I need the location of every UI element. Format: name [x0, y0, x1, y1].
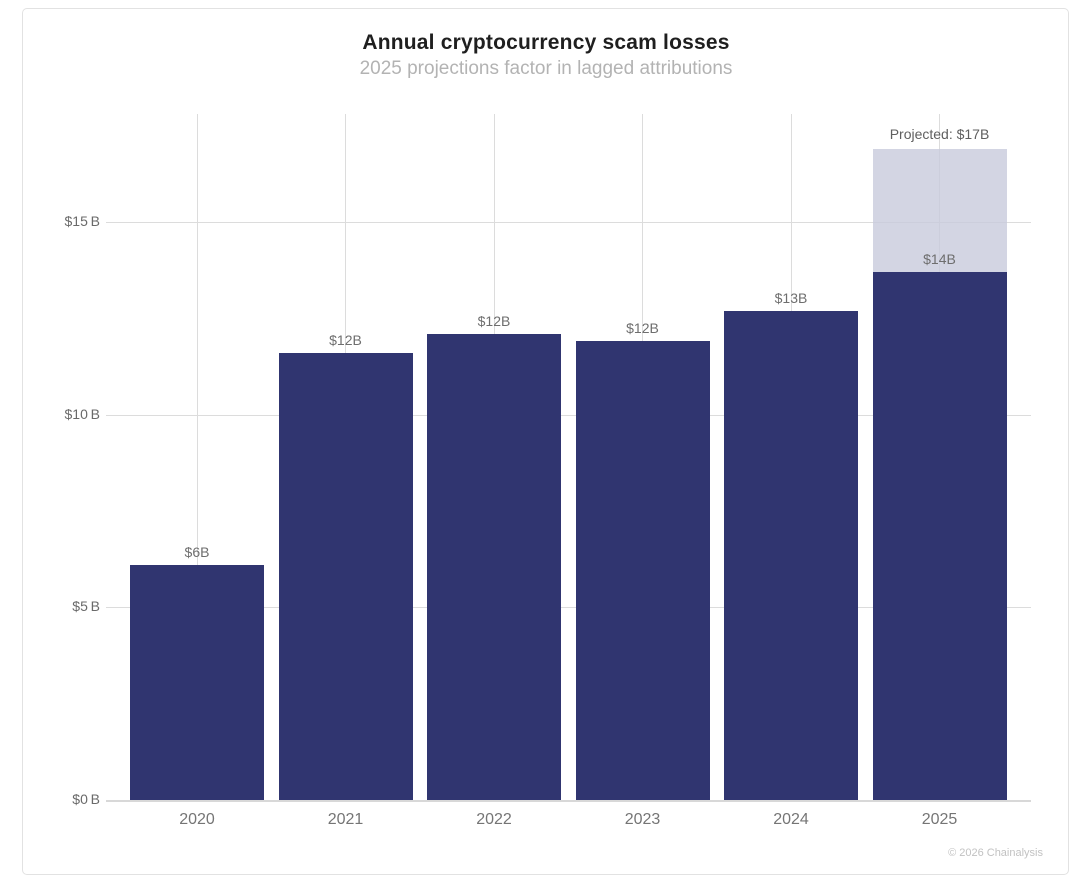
- vertical-gridline: [196, 114, 198, 800]
- bar-value-label: $12B: [477, 312, 511, 329]
- bar-2023: [575, 341, 710, 800]
- y-tick-label: $0 B: [72, 791, 100, 807]
- chart-subtitle: 2025 projections factor in lagged attrib…: [359, 58, 733, 79]
- x-axis-baseline: [106, 800, 1031, 802]
- bar-2021: [278, 352, 413, 800]
- bar-2025: [872, 272, 1007, 800]
- bar-2020: [130, 564, 264, 800]
- x-tick-label: 2021: [327, 811, 364, 828]
- y-gridline: [106, 414, 1031, 416]
- y-tick-label: $5 B: [72, 598, 100, 615]
- bar-2025-projected: [872, 148, 1007, 273]
- projected-annotation: Projected: $17B: [889, 125, 990, 142]
- plot-area: $6B $12B $12B $12B $13B Projected: $17B $14B: [106, 114, 1031, 802]
- bar-2024: [724, 310, 858, 800]
- x-tick-label: 2022: [476, 811, 512, 828]
- bar-value-label: $12B: [329, 331, 362, 348]
- bar-value-label: $6B: [184, 543, 210, 560]
- bar-value-label: $13B: [774, 289, 808, 306]
- x-tick-label: 2025: [921, 811, 958, 828]
- y-gridline: [106, 607, 1031, 609]
- bar-2022: [427, 333, 561, 800]
- x-tick-label: 2023: [624, 811, 661, 828]
- x-tick-label: 2024: [773, 811, 809, 828]
- bar-value-label: $14B: [923, 251, 956, 268]
- x-tick-label: 2020: [179, 811, 215, 828]
- bar-value-label: $12B: [626, 320, 659, 337]
- chart-title: Annual cryptocurrency scam losses: [362, 31, 730, 54]
- y-gridline: [106, 221, 1031, 223]
- y-tick-label: $10 B: [64, 405, 101, 422]
- y-tick-label: $15 B: [64, 212, 101, 229]
- copyright-attribution: © 2026 Chainalysis: [948, 847, 1043, 859]
